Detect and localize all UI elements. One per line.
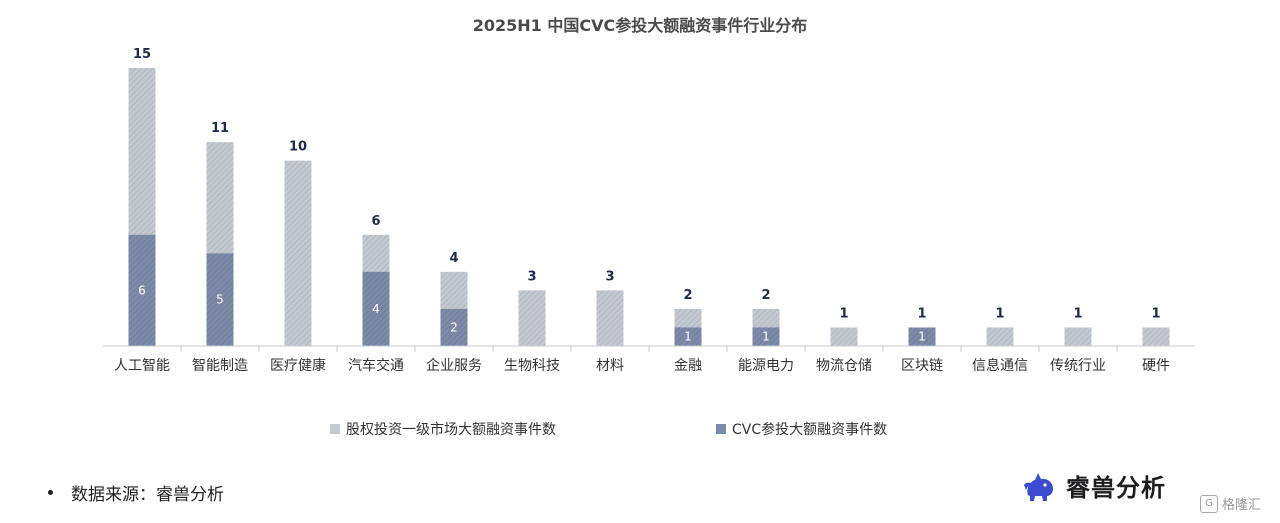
bar-cvc-1 (206, 253, 234, 346)
legend-item-cvc: CVC参投大额融资事件数 (716, 419, 887, 439)
category-label-2: 医疗健康 (270, 357, 326, 374)
unicorn-logo-icon (1024, 473, 1053, 501)
category-label-8: 能源电力 (738, 358, 794, 374)
legend-item-total: 股权投资一级市场大额融资事件数 (330, 419, 556, 439)
data-label-cvc-4: 2 (450, 320, 458, 334)
data-source-text: 数据来源：睿兽分析 (71, 485, 224, 505)
data-label-total-12: 1 (1073, 306, 1082, 321)
category-label-9: 物流仓储 (816, 358, 872, 374)
bar-cvc-4 (440, 308, 468, 346)
category-label-6: 材料 (596, 358, 624, 374)
bar-total-12 (1064, 327, 1092, 346)
data-label-total-6: 3 (605, 269, 614, 284)
chart-title: 2025H1 中国CVC参投大额融资事件行业分布 (472, 16, 808, 35)
data-label-cvc-3: 4 (372, 302, 380, 316)
bar-cvc-3 (362, 271, 390, 346)
data-label-total-11: 1 (995, 306, 1004, 321)
data-label-total-1: 11 (211, 121, 229, 136)
data-source: 数据来源：睿兽分析 (48, 480, 224, 505)
brand-name: 睿兽分析 (1066, 473, 1166, 502)
data-label-cvc-8: 1 (762, 330, 770, 344)
data-label-total-10: 1 (917, 306, 926, 321)
bar-total-2 (284, 160, 312, 346)
data-label-total-0: 15 (133, 47, 151, 62)
bar-total-6 (596, 290, 624, 346)
bar-total-13 (1142, 327, 1170, 346)
watermark-text: 格隆汇 (1222, 498, 1262, 513)
category-label-3: 汽车交通 (348, 357, 404, 374)
legend-label-cvc: CVC参投大额融资事件数 (732, 422, 888, 438)
brand-logo: 睿兽分析 (1020, 465, 1166, 505)
category-label-10: 区块链 (901, 358, 943, 374)
data-label-total-4: 4 (449, 251, 458, 266)
legend-label-total: 股权投资一级市场大额融资事件数 (346, 422, 556, 438)
category-label-1: 智能制造 (192, 358, 248, 374)
category-label-4: 企业服务 (426, 357, 482, 374)
category-label-5: 生物科技 (504, 358, 560, 374)
data-label-cvc-10: 1 (918, 330, 926, 344)
data-label-total-13: 1 (1151, 306, 1160, 321)
bar-total-11 (986, 327, 1014, 346)
data-label-cvc-0: 6 (138, 283, 146, 297)
category-label-0: 人工智能 (114, 358, 170, 374)
bar-cvc-8 (752, 327, 780, 346)
data-label-cvc-7: 1 (684, 330, 692, 344)
bar-cvc-10 (908, 327, 936, 346)
watermark-icon: G (1200, 494, 1218, 513)
bar-total-5 (518, 290, 546, 346)
category-label-7: 金融 (674, 358, 702, 374)
legend-swatch-total (330, 424, 340, 434)
data-label-total-7: 2 (683, 288, 692, 303)
category-label-13: 硬件 (1142, 358, 1170, 374)
data-label-total-8: 2 (761, 288, 770, 303)
bullet-icon (48, 490, 53, 495)
category-label-12: 传统行业 (1050, 358, 1106, 374)
bar-cvc-0 (128, 234, 156, 346)
data-label-total-2: 10 (289, 140, 307, 155)
legend-swatch-cvc (716, 424, 726, 434)
bar-total-9 (830, 327, 858, 346)
data-label-cvc-1: 5 (216, 293, 224, 307)
data-label-total-3: 6 (371, 214, 380, 229)
bar-cvc-7 (674, 327, 702, 346)
watermark: G 格隆汇 (1200, 494, 1261, 513)
data-label-total-5: 3 (527, 269, 536, 284)
category-label-11: 信息通信 (972, 357, 1028, 374)
data-label-total-9: 1 (839, 306, 848, 321)
